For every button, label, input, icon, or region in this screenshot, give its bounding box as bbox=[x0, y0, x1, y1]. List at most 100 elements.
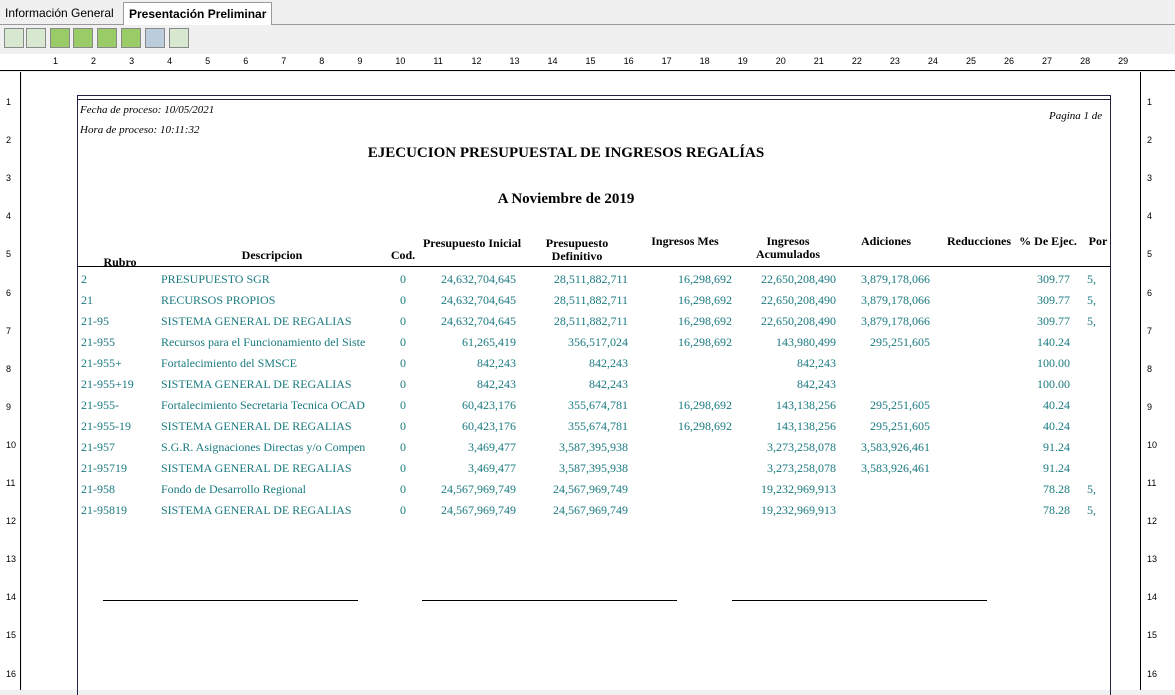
table-cell: 0 bbox=[400, 461, 406, 475]
tab[interactable]: Información General bbox=[5, 6, 114, 20]
zoom-out-button[interactable] bbox=[169, 28, 189, 48]
ruler-number: 5 bbox=[6, 249, 12, 260]
ruler-number: 2 bbox=[1147, 135, 1153, 146]
table-cell: 21-95 bbox=[81, 314, 109, 328]
table-cell: 21-957 bbox=[81, 440, 115, 454]
table-cell: 40.24 bbox=[1043, 419, 1070, 433]
first-page-button[interactable] bbox=[50, 28, 70, 48]
column-header: Ingresos Acumulados bbox=[755, 235, 820, 261]
table-cell: 21-958 bbox=[81, 482, 115, 496]
table-cell: 61,265,419 bbox=[462, 335, 516, 349]
table-cell: 842,243 bbox=[477, 377, 516, 391]
table-cell: 3,879,178,066 bbox=[861, 293, 930, 307]
table-cell: 100.00 bbox=[1037, 377, 1070, 391]
zoom-in-button[interactable] bbox=[145, 28, 165, 48]
table-cell: 140.24 bbox=[1037, 335, 1070, 349]
table-cell: 3,587,395,938 bbox=[559, 461, 628, 475]
table-cell: SISTEMA GENERAL DE REGALIAS bbox=[161, 419, 352, 433]
table-cell: 143,138,256 bbox=[776, 419, 836, 433]
table-cell: 21-955- bbox=[81, 398, 119, 412]
save-button[interactable] bbox=[4, 28, 24, 48]
ruler-number: 6 bbox=[6, 287, 12, 298]
ruler-number: 23 bbox=[889, 56, 900, 66]
ruler-number: 10 bbox=[6, 439, 17, 450]
ruler-number: 3 bbox=[6, 173, 12, 184]
column-header: Ingresos Mes bbox=[651, 235, 719, 248]
table-cell: 24,567,969,749 bbox=[441, 503, 516, 517]
ruler-number: 16 bbox=[623, 56, 634, 66]
ruler-number: 8 bbox=[6, 363, 12, 374]
ruler-number: 8 bbox=[1147, 363, 1153, 374]
table-cell: 16,298,692 bbox=[678, 419, 732, 433]
table-cell: 21-95819 bbox=[81, 503, 127, 517]
page-border-right bbox=[1110, 95, 1111, 695]
prev-page-button[interactable] bbox=[73, 28, 93, 48]
column-header: Descripcion bbox=[241, 249, 303, 262]
ruler-number: 19 bbox=[737, 56, 748, 66]
table-cell: 143,980,499 bbox=[776, 335, 836, 349]
report-subtitle: A Noviembre de 2019 bbox=[497, 191, 635, 207]
table-cell: 28,511,882,711 bbox=[553, 272, 628, 286]
ruler-number: 4 bbox=[167, 56, 173, 66]
table-cell: 19,232,969,913 bbox=[761, 503, 836, 517]
ruler-number: 7 bbox=[1147, 325, 1153, 336]
table-cell: 24,567,969,749 bbox=[553, 503, 628, 517]
ruler-number: 13 bbox=[509, 56, 520, 66]
signature-line bbox=[422, 600, 677, 601]
column-header: Presupuesto Definitivo bbox=[545, 237, 609, 263]
ruler-number: 3 bbox=[129, 56, 135, 66]
signature-line bbox=[103, 600, 358, 601]
table-cell: 3,469,477 bbox=[468, 440, 516, 454]
ruler-number: 26 bbox=[1004, 56, 1015, 66]
report-title: EJECUCION PRESUPUESTAL DE INGRESOS REGAL… bbox=[367, 145, 765, 161]
page-number: Pagina 1 de bbox=[1049, 110, 1103, 122]
table-cell: SISTEMA GENERAL DE REGALIAS bbox=[161, 377, 352, 391]
export-button[interactable] bbox=[26, 28, 46, 48]
column-header: Adiciones bbox=[860, 235, 911, 248]
table-cell: 5, bbox=[1087, 293, 1096, 307]
ruler-number: 24 bbox=[927, 56, 938, 66]
ruler-number: 22 bbox=[851, 56, 862, 66]
table-cell: S.G.R. Asignaciones Directas y/o Compen bbox=[161, 440, 366, 454]
table-cell: 24,632,704,645 bbox=[441, 293, 516, 307]
column-header: Por bbox=[1088, 235, 1108, 248]
table-cell: 842,243 bbox=[589, 377, 628, 391]
page-border-top bbox=[77, 95, 1110, 100]
table-cell: 16,298,692 bbox=[678, 335, 732, 349]
ruler-number: 3 bbox=[1147, 173, 1153, 184]
table-cell: Fondo de Desarrollo Regional bbox=[161, 482, 306, 496]
ruler-number: 5 bbox=[205, 56, 211, 66]
table-cell: RECURSOS PROPIOS bbox=[161, 293, 276, 307]
table-cell: 78.28 bbox=[1043, 503, 1070, 517]
ruler-number: 9 bbox=[357, 56, 363, 66]
table-cell: 356,517,024 bbox=[568, 335, 628, 349]
signature-line bbox=[732, 600, 987, 601]
table-cell: 100.00 bbox=[1037, 356, 1070, 370]
table-cell: 78.28 bbox=[1043, 482, 1070, 496]
ruler-number: 16 bbox=[6, 668, 17, 679]
ruler-number: 10 bbox=[395, 56, 406, 66]
table-cell: 5, bbox=[1087, 503, 1096, 517]
table-cell: 0 bbox=[400, 356, 406, 370]
table-cell: 24,567,969,749 bbox=[441, 482, 516, 496]
table-cell: 309.77 bbox=[1037, 293, 1070, 307]
ruler-number: 15 bbox=[1147, 630, 1158, 641]
last-page-button[interactable] bbox=[121, 28, 141, 48]
ruler-number: 25 bbox=[965, 56, 976, 66]
table-cell: 842,243 bbox=[797, 356, 836, 370]
table-cell: 16,298,692 bbox=[678, 314, 732, 328]
column-header: Reducciones bbox=[947, 235, 1011, 248]
ruler-number: 6 bbox=[1147, 287, 1153, 298]
tab-active[interactable]: Presentación Preliminar bbox=[123, 2, 273, 25]
column-header: Cod. bbox=[390, 249, 416, 262]
table-cell: Fortalecimiento Secretaria Tecnica OCAD bbox=[161, 398, 365, 412]
table-cell: 24,632,704,645 bbox=[441, 272, 516, 286]
table-cell: 5, bbox=[1087, 272, 1096, 286]
table-cell: 355,674,781 bbox=[568, 419, 628, 433]
table-cell: 21-955 bbox=[81, 335, 115, 349]
table-cell: 295,251,605 bbox=[870, 398, 930, 412]
ruler-number: 1 bbox=[1147, 97, 1153, 107]
next-page-button[interactable] bbox=[97, 28, 117, 48]
table-cell: 0 bbox=[400, 335, 406, 349]
table-cell: 295,251,605 bbox=[870, 335, 930, 349]
